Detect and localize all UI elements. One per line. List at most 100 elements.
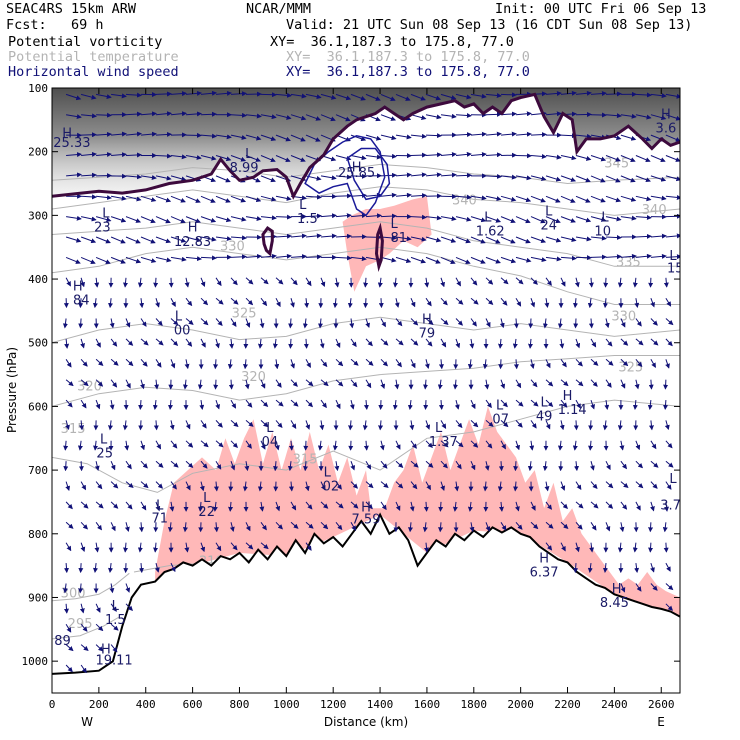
- wind-vector-295: [228, 379, 234, 390]
- wind-vector-362: [272, 338, 278, 349]
- wind-vector-784: [560, 399, 568, 408]
- wind-vector-836: [590, 501, 599, 509]
- wind-vector-235: [200, 90, 217, 96]
- wind-vector-890: [635, 114, 652, 120]
- wind-vector-289: [230, 254, 247, 260]
- cloud-shading: [155, 196, 680, 617]
- wind-vector-234: [184, 542, 190, 553]
- wind-vector-153: [140, 358, 148, 367]
- wind-vector-825: [588, 277, 594, 288]
- wind-vector-621: [455, 236, 471, 244]
- wind-vector-881: [619, 440, 625, 451]
- wind-vector-433: [319, 420, 325, 431]
- wind-vector-759: [545, 359, 551, 369]
- wind-vector-596: [440, 172, 457, 178]
- wind-vector-126: [125, 338, 134, 346]
- wind-vector-236: [200, 111, 217, 117]
- wind-vector-499: [362, 420, 368, 431]
- wind-vector-649: [467, 359, 473, 370]
- wind-vector-814: [575, 542, 580, 553]
- wind-vector-184: [155, 501, 161, 512]
- y-tick-label-100: 100: [28, 82, 48, 95]
- wind-vector-386: [290, 379, 298, 387]
- wind-vector-150: [139, 298, 145, 309]
- wind-vector-281: [230, 91, 247, 97]
- wind-vector-179: [152, 400, 158, 410]
- wind-vector-671: [482, 359, 488, 370]
- wind-vector-634: [452, 501, 458, 512]
- wind-vector-933: [650, 481, 658, 489]
- wind-vector-897: [635, 253, 652, 259]
- wind-vector-106: [110, 501, 119, 509]
- wind-vector-312: [245, 253, 262, 259]
- wind-vector-806: [575, 379, 584, 387]
- wind-vector-750: [545, 175, 562, 182]
- wind-vector-338: [259, 318, 265, 329]
- wind-vector-156: [138, 420, 144, 431]
- wind-vector-139: [125, 603, 133, 612]
- wind-vector-453: [335, 379, 344, 387]
- wind-vector-457: [334, 461, 340, 472]
- wind-vector-380: [290, 254, 307, 260]
- extremum-label-9: 1.5: [297, 212, 318, 227]
- wind-vector-925: [650, 318, 658, 326]
- wind-vector-476: [349, 399, 355, 410]
- x-tick-label-800: 800: [230, 698, 250, 711]
- wind-vector-328: [260, 114, 277, 120]
- wind-vector-877: [620, 358, 629, 367]
- wind-vector-145: [140, 195, 157, 202]
- x-tick-label-1400: 1400: [367, 698, 394, 711]
- theta-label-12: 340: [452, 194, 477, 209]
- wind-vector-448: [334, 277, 340, 288]
- theta-label-9: 330: [220, 239, 245, 254]
- wind-vector-886: [617, 542, 623, 553]
- wind-vector-230: [185, 460, 194, 468]
- wind-vector-366: [275, 420, 283, 429]
- wind-vector-659: [485, 111, 502, 117]
- wind-vector-693: [498, 359, 504, 370]
- wind-vector-495: [365, 338, 373, 347]
- wind-vector-565: [410, 460, 419, 468]
- wind-vector-732: [530, 256, 547, 263]
- wind-vector-336: [260, 277, 269, 285]
- wind-vector-461: [350, 93, 366, 101]
- wind-vector-937: [650, 562, 655, 573]
- extremum-label-36: L: [496, 399, 504, 414]
- wind-vector-872: [620, 253, 637, 259]
- wind-vector-569: [425, 93, 442, 101]
- wind-vector-728: [530, 175, 547, 181]
- wind-vector-690: [500, 297, 508, 306]
- extremum-label-5: 8.99: [230, 161, 259, 176]
- wind-vector-96: [108, 298, 114, 309]
- wind-vector-544: [395, 481, 404, 489]
- wind-vector-703: [515, 111, 532, 117]
- wind-vector-739: [530, 399, 539, 407]
- wind-vector-811: [575, 481, 582, 491]
- wind-vector-876: [620, 338, 629, 346]
- wind-vector-513: [377, 277, 383, 288]
- wind-vector-644: [470, 256, 486, 264]
- wind-vector-941: [665, 134, 680, 142]
- wind-vector-307: [245, 155, 261, 162]
- theta-label-8: 325: [618, 360, 643, 375]
- wind-vector-371: [275, 521, 283, 530]
- wind-vector-418: [320, 114, 336, 122]
- wind-vector-915: [650, 114, 667, 121]
- extremum-label-28: H: [422, 313, 432, 328]
- wind-vector-636: [470, 93, 487, 99]
- wind-vector-533: [395, 256, 412, 264]
- wind-vector-207: [170, 481, 177, 490]
- wind-vector-428: [318, 318, 323, 329]
- wind-vector-233: [182, 522, 188, 533]
- wind-vector-562: [407, 400, 413, 410]
- wind-vector-335: [260, 253, 277, 259]
- wind-vector-822: [590, 216, 607, 222]
- wind-vector-330: [260, 155, 276, 163]
- wind-vector-902: [635, 358, 643, 368]
- wind-vector-654: [470, 460, 476, 471]
- wind-vector-517: [380, 358, 389, 367]
- wind-vector-832: [588, 420, 594, 431]
- wind-vector-213: [185, 111, 202, 117]
- wind-vector-721: [513, 481, 519, 492]
- wind-vector-746: [545, 90, 562, 96]
